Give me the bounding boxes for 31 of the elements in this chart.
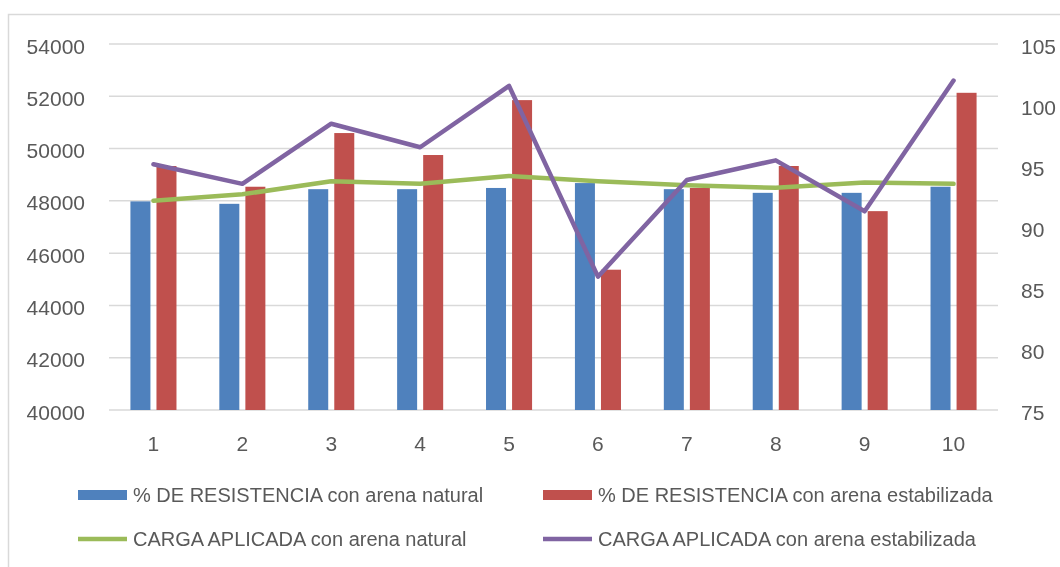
x-tick-label: 7 — [681, 431, 693, 455]
y-tick-label: 54000 — [26, 34, 85, 58]
x-tick-label: 3 — [325, 431, 338, 455]
y2-tick-label: 85 — [1021, 278, 1045, 302]
y2-tick-label: 105 — [1021, 34, 1057, 58]
line-series — [151, 173, 956, 204]
y2-tick-label: 75 — [1021, 400, 1045, 424]
y-tick-label: 42000 — [26, 348, 85, 372]
x-tick-label: 6 — [592, 431, 604, 455]
legend-label: CARGA APLICADA con arena natural — [133, 528, 467, 550]
y-tick-label: 48000 — [26, 191, 85, 215]
y-tick-label: 52000 — [26, 86, 85, 110]
legend-label: % DE RESISTENCIA con arena estabilizada — [598, 484, 994, 506]
y2-tick-label: 80 — [1021, 339, 1045, 363]
y-tick-label: 50000 — [26, 139, 85, 163]
line-series — [151, 78, 956, 279]
legend-label: CARGA APLICADA con arena estabilizada — [598, 528, 977, 550]
y2-tick-label: 100 — [1021, 95, 1057, 119]
y-tick-label: 46000 — [26, 243, 85, 267]
x-tick-label: 10 — [941, 431, 966, 455]
x-tick-label: 1 — [147, 431, 160, 455]
y-tick-label: 44000 — [26, 295, 85, 319]
legend-label: % DE RESISTENCIA con arena natural — [133, 484, 484, 506]
y2-tick-label: 95 — [1021, 156, 1045, 180]
x-tick-label: 9 — [858, 431, 871, 455]
x-tick-label: 2 — [236, 431, 249, 455]
x-tick-label: 4 — [414, 431, 427, 455]
y-tick-label: 40000 — [26, 400, 85, 424]
y2-tick-label: 90 — [1021, 217, 1045, 241]
x-tick-label: 8 — [769, 431, 782, 455]
x-tick-label: 5 — [503, 431, 515, 455]
